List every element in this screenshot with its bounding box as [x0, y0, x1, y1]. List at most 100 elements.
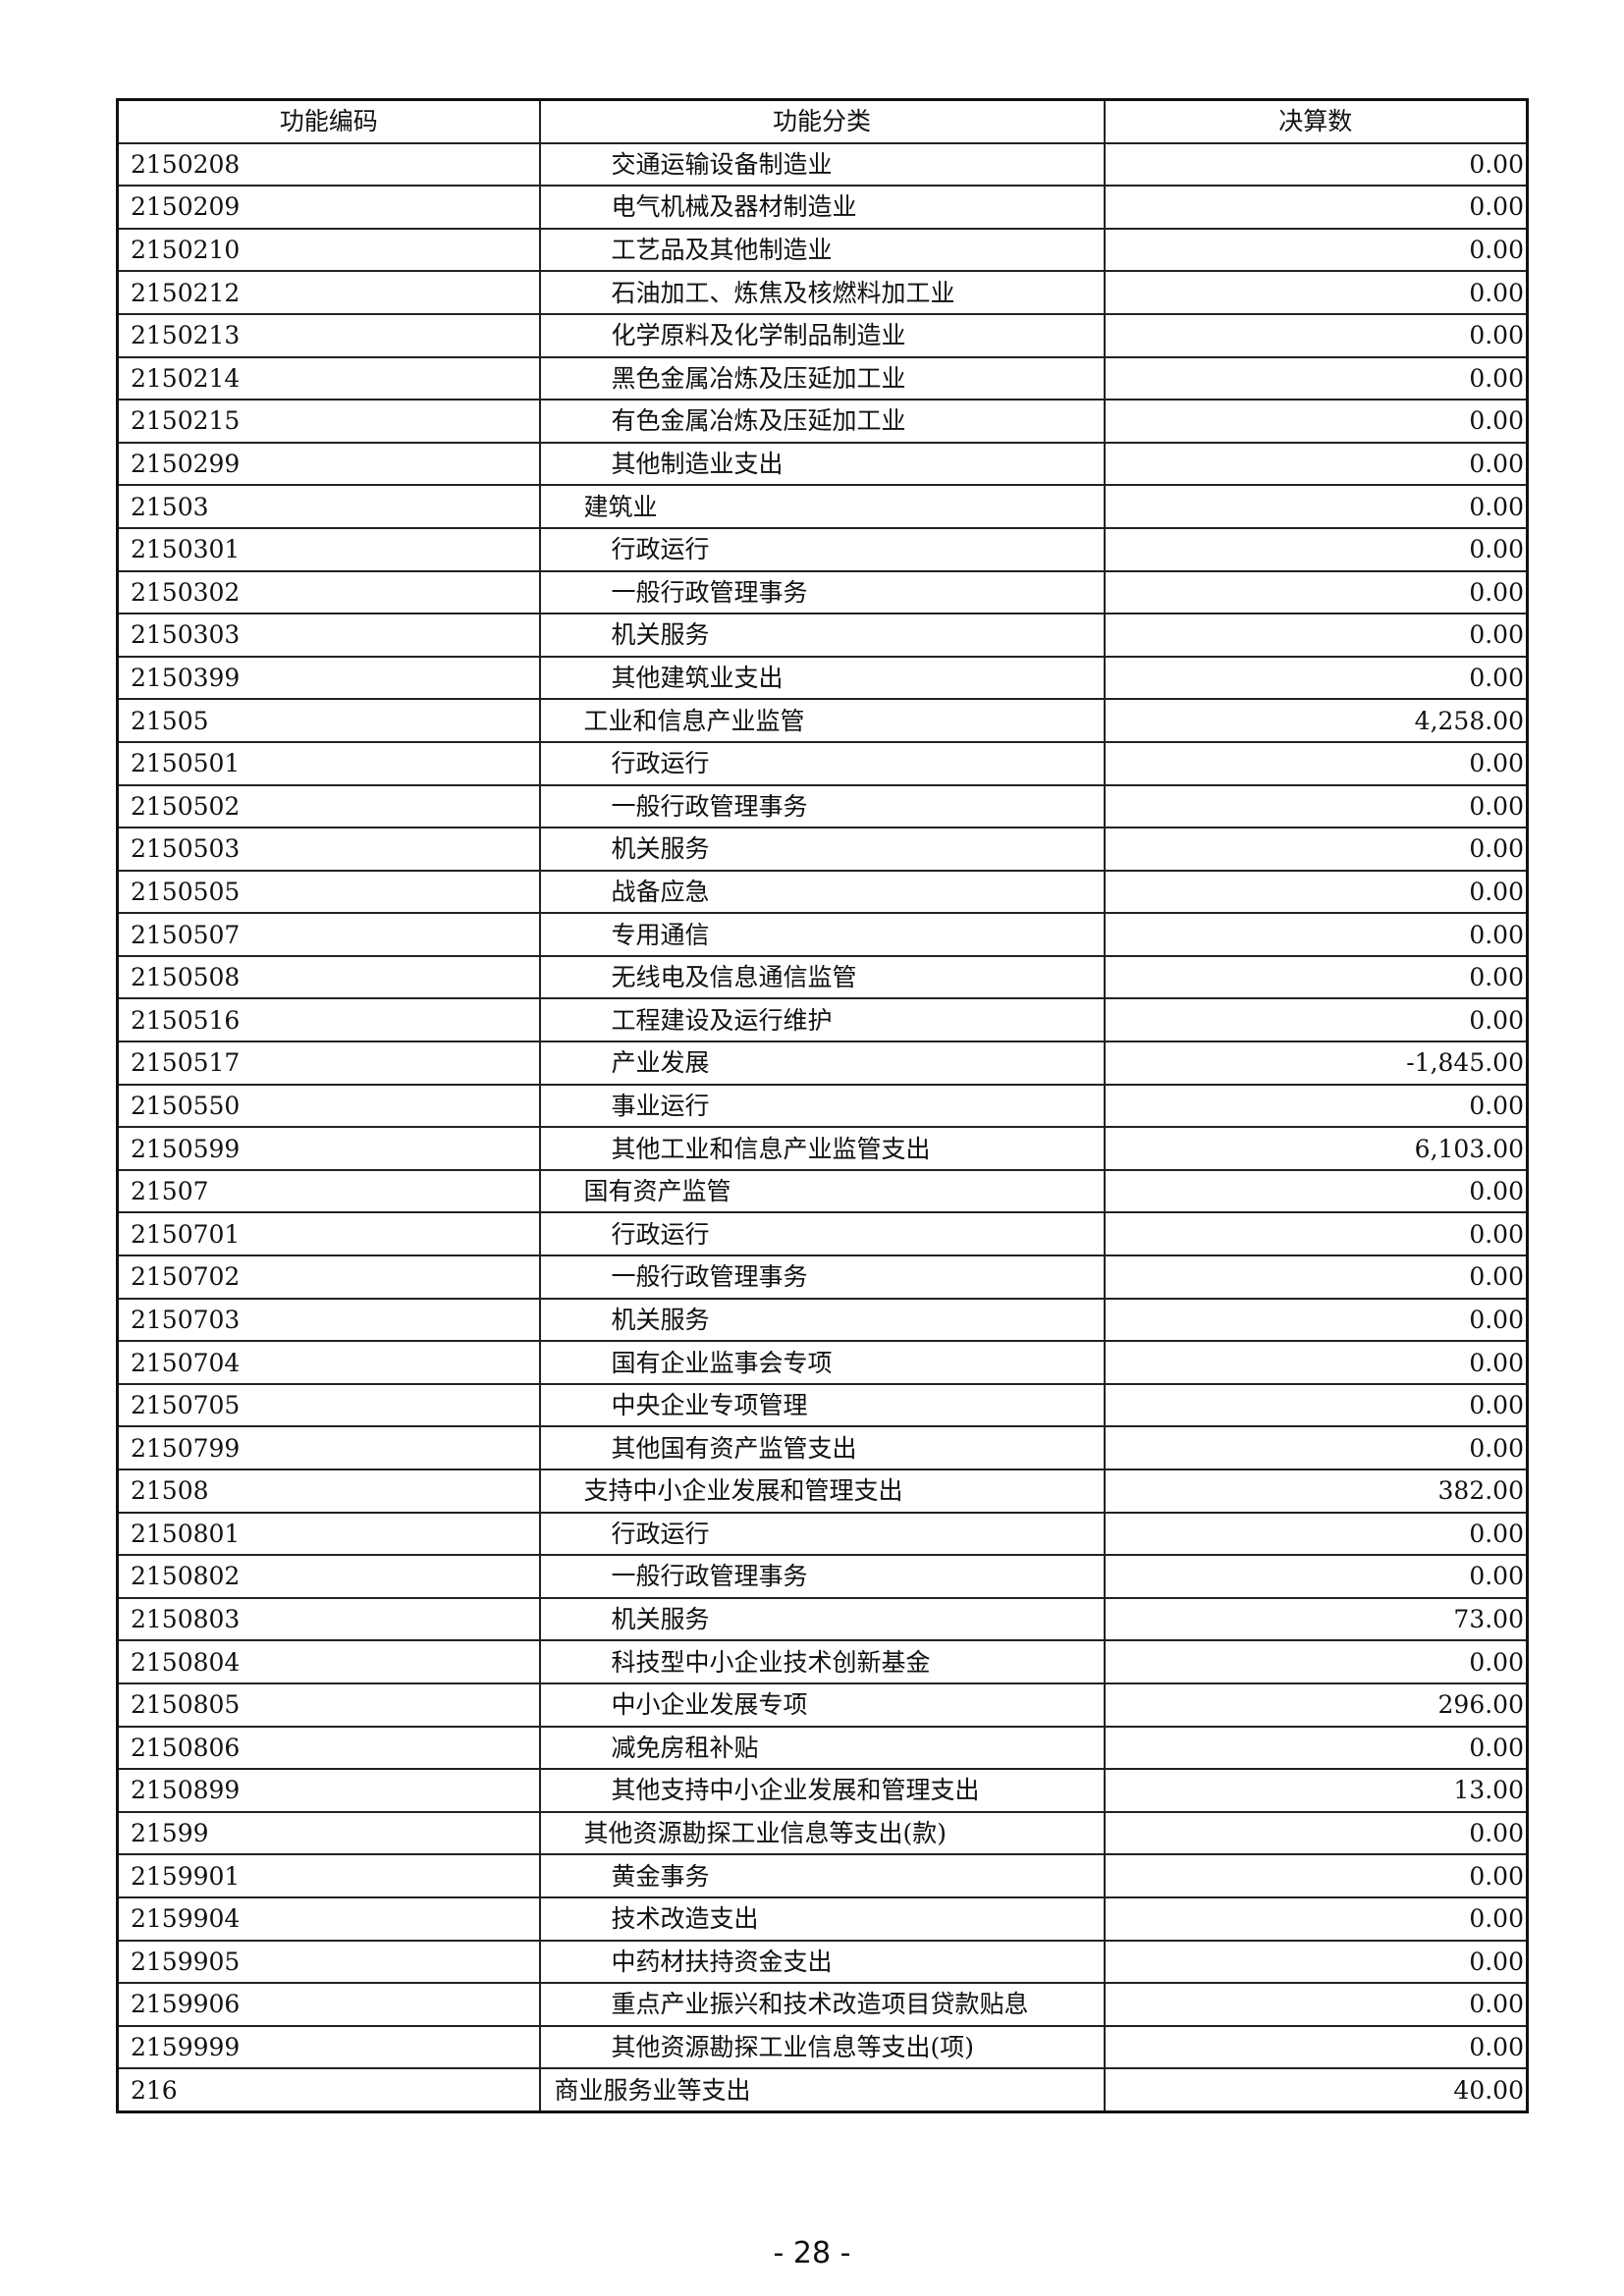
table-row: 2150507 专用通信 0.00 — [116, 912, 1529, 957]
amount-cell: 0.00 — [1103, 441, 1529, 487]
code-cell: 2150213 — [116, 312, 541, 358]
code-cell: 2150212 — [116, 270, 541, 315]
code-cell: 2159904 — [116, 1896, 541, 1942]
table-row: 21505 工业和信息产业监管 4,258.00 — [116, 698, 1529, 743]
category-cell: 电气机械及器材制造业 — [538, 185, 1106, 230]
category-cell: 其他制造业支出 — [538, 441, 1106, 487]
category-cell: 中药材扶持资金支出 — [538, 1939, 1106, 1985]
amount-cell: 0.00 — [1103, 1382, 1529, 1428]
table-row: 2150801 行政运行 0.00 — [116, 1511, 1529, 1557]
table-row: 2150301 行政运行 0.00 — [116, 526, 1529, 572]
code-cell: 2150899 — [116, 1768, 541, 1813]
category-cell: 减免房租补贴 — [538, 1725, 1106, 1771]
category-cell: 化学原料及化学制品制造业 — [538, 312, 1106, 358]
code-cell: 2150502 — [116, 783, 541, 829]
amount-cell: 296.00 — [1103, 1682, 1529, 1728]
category-cell: 行政运行 — [538, 1211, 1106, 1257]
table-row: 2150704 国有企业监事会专项 0.00 — [116, 1340, 1529, 1385]
category-cell: 行政运行 — [538, 740, 1106, 786]
category-cell: 专用通信 — [538, 912, 1106, 957]
code-cell: 2150701 — [116, 1211, 541, 1257]
amount-cell: 0.00 — [1103, 1554, 1529, 1599]
table-row: 2150517 产业发展 -1,845.00 — [116, 1041, 1529, 1086]
category-cell: 机关服务 — [538, 1596, 1106, 1642]
table-row: 2150214 黑色金属冶炼及压延加工业 0.00 — [116, 355, 1529, 401]
category-cell: 科技型中小企业技术创新基金 — [538, 1639, 1106, 1684]
amount-cell: 0.00 — [1103, 783, 1529, 829]
code-cell: 2150299 — [116, 441, 541, 487]
table-row: 2150502 一般行政管理事务 0.00 — [116, 783, 1529, 829]
code-cell: 2159906 — [116, 1982, 541, 2027]
category-cell: 机关服务 — [538, 827, 1106, 872]
table-row: 2159905 中药材扶持资金支出 0.00 — [116, 1939, 1529, 1985]
table-row: 2150503 机关服务 0.00 — [116, 827, 1529, 872]
code-cell: 2150804 — [116, 1639, 541, 1684]
category-cell: 国有资产监管 — [538, 1168, 1106, 1214]
table-row: 2150215 有色金属冶炼及压延加工业 0.00 — [116, 399, 1529, 444]
table-row: 2150505 战备应急 0.00 — [116, 869, 1529, 915]
category-cell: 重点产业振兴和技术改造项目贷款贴息 — [538, 1982, 1106, 2027]
amount-cell: 0.00 — [1103, 185, 1529, 230]
table-row: 2150209 电气机械及器材制造业 0.00 — [116, 185, 1529, 230]
code-cell: 2150806 — [116, 1725, 541, 1771]
amount-cell: 73.00 — [1103, 1596, 1529, 1642]
table-row: 2150302 一般行政管理事务 0.00 — [116, 569, 1529, 615]
amount-cell: 0.00 — [1103, 1896, 1529, 1942]
code-cell: 2150399 — [116, 655, 541, 701]
table-row: 21503 建筑业 0.00 — [116, 484, 1529, 529]
code-cell: 2150599 — [116, 1126, 541, 1171]
category-cell: 支持中小企业发展和管理支出 — [538, 1468, 1106, 1514]
category-cell: 交通运输设备制造业 — [538, 141, 1106, 187]
amount-cell: 0.00 — [1103, 1511, 1529, 1557]
table-row: 2150212 石油加工、炼焦及核燃料加工业 0.00 — [116, 270, 1529, 315]
code-cell: 2150208 — [116, 141, 541, 187]
amount-cell: 0.00 — [1103, 1168, 1529, 1214]
category-cell: 一般行政管理事务 — [538, 1554, 1106, 1599]
table-row: 2150501 行政运行 0.00 — [116, 740, 1529, 786]
category-cell: 产业发展 — [538, 1041, 1106, 1086]
table-row: 2150550 事业运行 0.00 — [116, 1083, 1529, 1129]
category-cell: 机关服务 — [538, 613, 1106, 658]
budget-table: 功能编码 功能分类 决算数 2150208 交通运输设备制造业 0.00 215020… — [116, 98, 1529, 2113]
category-cell: 工业和信息产业监管 — [538, 698, 1106, 743]
code-cell: 21507 — [116, 1168, 541, 1214]
amount-cell: 0.00 — [1103, 2024, 1529, 2070]
amount-cell: 382.00 — [1103, 1468, 1529, 1514]
category-cell: 行政运行 — [538, 526, 1106, 572]
amount-cell: 0.00 — [1103, 912, 1529, 957]
category-cell: 一般行政管理事务 — [538, 1255, 1106, 1300]
amount-cell: 0.00 — [1103, 655, 1529, 701]
table-row: 2150803 机关服务 73.00 — [116, 1596, 1529, 1642]
amount-cell: 0.00 — [1103, 1639, 1529, 1684]
table-row: 2150702 一般行政管理事务 0.00 — [116, 1255, 1529, 1300]
amount-cell: 0.00 — [1103, 1083, 1529, 1129]
category-cell: 事业运行 — [538, 1083, 1106, 1129]
category-cell: 其他支持中小企业发展和管理支出 — [538, 1768, 1106, 1813]
code-cell: 2150803 — [116, 1596, 541, 1642]
category-cell: 中小企业发展专项 — [538, 1682, 1106, 1728]
table-row: 2159999 其他资源勘探工业信息等支出(项) 0.00 — [116, 2024, 1529, 2070]
table-row: 2159904 技术改造支出 0.00 — [116, 1896, 1529, 1942]
amount-cell: 0.00 — [1103, 1211, 1529, 1257]
amount-cell: 0.00 — [1103, 569, 1529, 615]
table-row: 2150899 其他支持中小企业发展和管理支出 13.00 — [116, 1768, 1529, 1813]
amount-cell: 0.00 — [1103, 997, 1529, 1043]
table-row: 2150303 机关服务 0.00 — [116, 613, 1529, 658]
code-cell: 2150507 — [116, 912, 541, 957]
table-row: 216 商业服务业等支出 40.00 — [116, 2067, 1529, 2113]
code-cell: 2150503 — [116, 827, 541, 872]
category-cell: 工程建设及运行维护 — [538, 997, 1106, 1043]
table-row: 2150599 其他工业和信息产业监管支出 6,103.00 — [116, 1126, 1529, 1171]
code-cell: 2150516 — [116, 997, 541, 1043]
table-row: 2150516 工程建设及运行维护 0.00 — [116, 997, 1529, 1043]
code-cell: 21505 — [116, 698, 541, 743]
table-row: 2150208 交通运输设备制造业 0.00 — [116, 141, 1529, 187]
amount-cell: -1,845.00 — [1103, 1041, 1529, 1086]
code-cell: 2150702 — [116, 1255, 541, 1300]
code-cell: 21503 — [116, 484, 541, 529]
code-cell: 2150214 — [116, 355, 541, 401]
amount-cell: 0.00 — [1103, 312, 1529, 358]
page-number: - 28 - — [773, 2236, 851, 2270]
amount-cell: 0.00 — [1103, 355, 1529, 401]
category-cell: 机关服务 — [538, 1297, 1106, 1343]
